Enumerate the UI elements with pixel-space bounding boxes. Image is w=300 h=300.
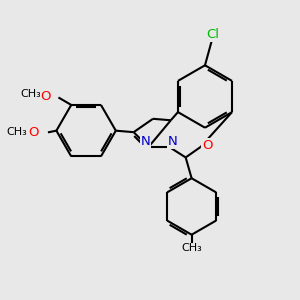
Text: O: O (28, 126, 38, 139)
Text: O: O (202, 139, 212, 152)
Text: N: N (141, 135, 150, 148)
Text: CH₃: CH₃ (181, 243, 202, 253)
Text: O: O (41, 90, 51, 103)
Text: Cl: Cl (206, 28, 220, 40)
Text: CH₃: CH₃ (21, 88, 41, 98)
Text: CH₃: CH₃ (7, 127, 27, 137)
Text: N: N (168, 135, 178, 148)
